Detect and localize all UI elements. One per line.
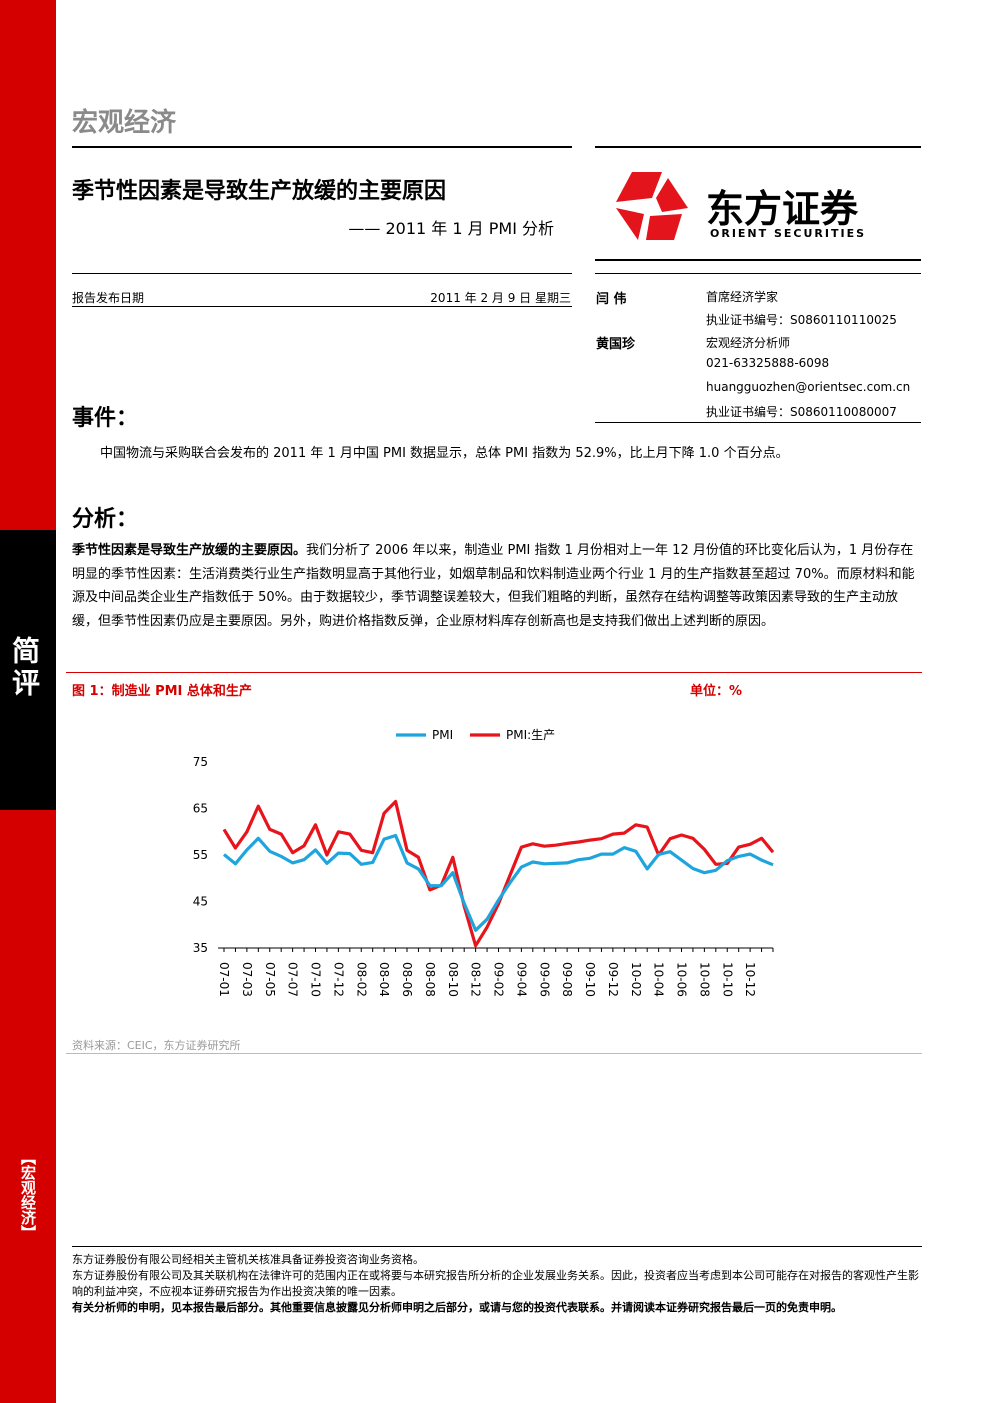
y-tick-label: 65 [193, 802, 208, 816]
analyst-info: 执业证书编号：S0860110110025 [706, 313, 897, 327]
title: 季节性因素是导致生产放缓的主要原因 [72, 179, 447, 204]
y-tick-label: 35 [193, 941, 208, 955]
x-tick-label: 07-05 [263, 962, 277, 997]
x-tick-label: 10-10 [720, 962, 734, 997]
line [222, 799, 775, 948]
x-tick-label: 10-08 [697, 962, 711, 997]
x-tick-label: 09-12 [606, 962, 620, 997]
logo-cn: 东方证券 [706, 187, 859, 231]
analyst-info: 宏观经济分析师 [706, 336, 791, 350]
analysis-lead: 季节性因素是导致生产放缓的主要原因。 [72, 543, 307, 558]
analysis-text: 季节性因素是导致生产放缓的主要原因。我们分析了 2006 年以来，制造业 PMI… [72, 539, 922, 633]
section: 宏观经济 [72, 108, 177, 138]
y-tick-label: 55 [193, 848, 208, 862]
x-tick-label: 07-07 [286, 962, 300, 997]
analyst-name: 黄国珍 [596, 337, 636, 352]
date: 2011 年 2 月 9 日 星期三 [430, 291, 571, 305]
logo-mark [616, 172, 688, 240]
source: 资料来源：CEIC，东方证券研究所 [72, 1039, 241, 1052]
footer-line: 东方证券股份有限公司经相关主管机关核准具备证券投资咨询业务资格。 [72, 1253, 424, 1266]
chart: 35 45 55 65 75 07-01 07-03 07-05 07-07 07-10 07-12… [193, 728, 775, 997]
analyst-info: 执业证书编号：S0860110080007 [706, 405, 897, 419]
x-tick-label: 09-10 [583, 962, 597, 997]
x-tick-label: 10-12 [743, 962, 757, 997]
footer: 东方证券股份有限公司经相关主管机关核准具备证券投资咨询业务资格。 东方证券股份有… [72, 1252, 922, 1316]
subtitle: —— 2011 年 1 月 PMI 分析 [348, 219, 554, 238]
footer-line: 东方证券股份有限公司及其关联机构在法律许可的范围内正在或将要与本研究报告所分析的… [72, 1269, 919, 1298]
analyst-info: huangguozhen@orientsec.com.cn [706, 380, 911, 394]
x-tick-label: 07-01 [217, 962, 231, 997]
report-type: 简评 [8, 636, 41, 700]
x-tick-label: 10-06 [675, 962, 689, 997]
x-tick-label: 10-04 [652, 962, 666, 997]
x-tick-label: 09-06 [537, 962, 551, 997]
x-tick-label: 07-12 [331, 962, 345, 997]
x-tick-label: 08-02 [354, 962, 368, 997]
x-tick-label: 09-02 [492, 962, 506, 997]
sidebar-section: 【宏观经济】 [19, 1150, 37, 1240]
event-text: 中国物流与采购联合会发布的 2011 年 1 月中国 PMI 数据显示，总体 P… [100, 446, 789, 461]
x-tick-label: 08-10 [446, 962, 460, 997]
x-tick-label: 08-12 [469, 962, 483, 997]
x-tick-label: 09-04 [514, 962, 528, 997]
event-heading: 事件： [72, 406, 139, 431]
x-tick-label: 07-10 [309, 962, 323, 997]
sidebar-block [0, 530, 56, 810]
legend-label: PMI [432, 728, 453, 742]
footer-line: 有关分析师的申明，见本报告最后部分。其他重要信息披露见分析师申明之后部分，或请与… [72, 1301, 842, 1314]
y-tick-label: 45 [193, 895, 208, 909]
analyst-name: 闫 伟 [596, 292, 627, 307]
x-tick-label: 08-08 [423, 962, 437, 997]
x-tick-label: 08-04 [377, 962, 391, 997]
figure-unit: 单位：% [690, 684, 743, 699]
figure-title: 图 1：制造业 PMI 总体和生产 [72, 684, 252, 699]
date-label: 报告发布日期 [72, 291, 145, 305]
x-tick-label: 08-06 [400, 962, 414, 997]
x-tick-label: 09-08 [560, 962, 574, 997]
line [222, 833, 774, 932]
analysis-heading: 分析： [72, 507, 139, 532]
legend-label: PMI:生产 [506, 728, 555, 742]
logo-en: ORIENT SECURITIES [710, 227, 867, 240]
analyst-info: 首席经济学家 [706, 290, 779, 304]
y-tick-label: 75 [193, 755, 208, 769]
x-tick-label: 10-02 [629, 962, 643, 997]
analysis-body: 我们分析了 2006 年以来，制造业 PMI 指数 1 月份相对上一年 12 月… [72, 543, 915, 629]
analyst-info: 021-63325888-6098 [706, 356, 830, 370]
x-tick-label: 07-03 [240, 962, 254, 997]
